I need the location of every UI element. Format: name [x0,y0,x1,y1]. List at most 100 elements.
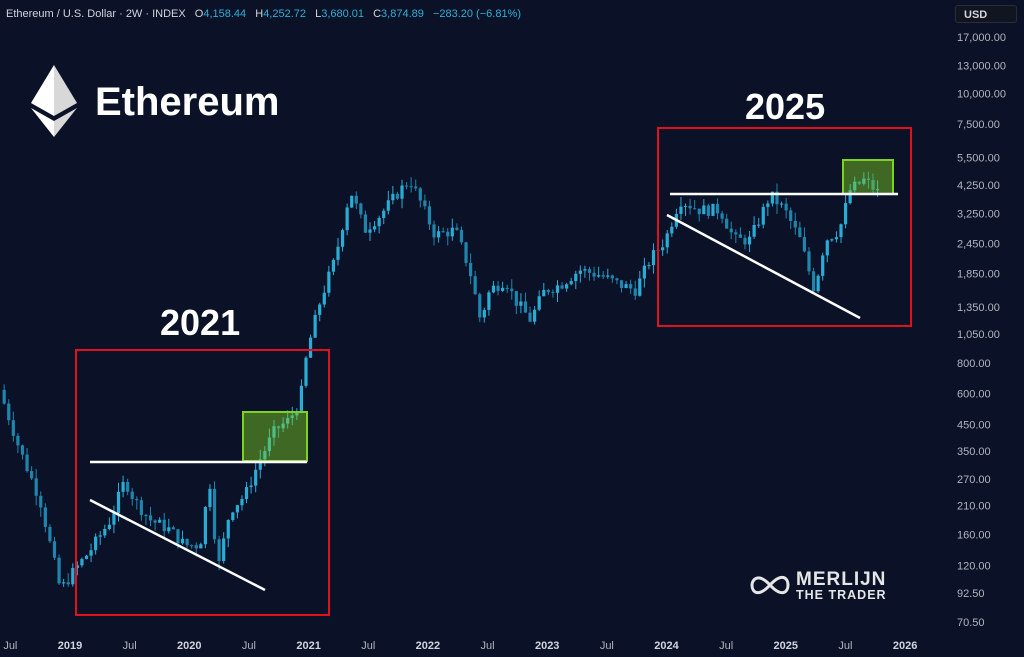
candle-body [176,529,180,544]
y-tick-label: 1,350.00 [957,302,1000,314]
candle-body [478,294,482,318]
candle-body [446,231,450,237]
candle-body [875,189,880,191]
candle-body [194,545,198,549]
x-tick-label: 2025 [774,640,798,652]
candle-body [574,273,578,282]
candle-body [853,181,857,191]
ethereum-logo-icon [31,65,77,137]
candle-body [651,250,656,266]
candle-body [711,203,715,216]
candle-body [537,296,541,310]
candle-body [528,312,532,322]
candle-body [249,485,253,488]
candle-body [514,291,518,306]
candle-body [587,269,592,273]
candle-body [807,251,811,272]
candle-body [235,505,239,513]
y-tick-label: 120.00 [957,560,991,572]
candle-body [112,513,116,525]
candle-body [839,224,843,238]
candle-body [487,292,491,310]
label-2021: 2021 [160,302,241,343]
y-tick-label: 70.50 [957,617,985,629]
candle-body [459,229,464,243]
candle-body [2,389,6,404]
candle-body [821,255,825,276]
candle-body [866,178,871,181]
candle-body [395,193,400,199]
y-tick-label: 1,850.00 [957,268,1000,280]
candle-body [258,459,262,470]
candle-body [802,237,807,252]
candle-body [162,519,166,532]
candle-body [135,498,139,501]
candle-body [66,582,70,585]
y-tick-label: 7,500.00 [957,119,1000,131]
candle-body [830,239,834,241]
candle-body [89,550,93,556]
candle-body [693,208,697,210]
currency-selector[interactable]: USD [955,5,1017,23]
x-tick-label: Jul [481,640,495,652]
candle-body [62,582,66,584]
candle-body [244,487,249,500]
candle-body [747,236,752,245]
candle-body [208,488,212,508]
candle-body [322,292,326,305]
candle-body [354,195,358,204]
candle-body [20,445,25,455]
candle-body [254,469,258,486]
x-tick-label: 2026 [893,640,917,652]
candle-body [126,481,130,492]
candle-body [464,242,468,263]
candle-body [190,545,194,547]
y-tick-label: 350.00 [957,446,991,458]
candle-body [121,481,125,492]
candle-body [94,536,98,551]
candle-body [290,415,294,419]
candle-body [144,514,148,516]
y-tick-label: 450.00 [957,419,991,431]
candle-body [482,309,486,318]
candle-body [679,206,683,214]
candle-body [436,231,441,238]
candle-body [318,304,322,315]
candle-body [158,519,162,523]
close-value: 3,874.89 [381,8,424,20]
candle-body [427,206,432,225]
candle-body [775,191,779,205]
x-tick-label: Jul [3,640,17,652]
candle-body [688,205,692,209]
x-tick-label: Jul [361,640,375,652]
candle-body [267,437,272,452]
candle-body [610,275,614,279]
candle-body [857,181,861,184]
candle-body [432,224,436,238]
candle-body [185,538,189,546]
candle-body [519,301,523,306]
candle-body [816,275,820,292]
candle-body [766,203,770,207]
candle-body [25,454,29,472]
candle-body [597,275,601,277]
candle-body [555,285,560,293]
box-2025 [657,127,912,327]
y-tick-label: 17,000.00 [957,32,1006,44]
x-tick-label: Jul [838,640,852,652]
candle-body [180,538,185,544]
candle-body [862,178,866,184]
candle-body [212,488,217,540]
candle-body [80,558,84,566]
candle-body [510,288,514,292]
candle-body [629,284,633,289]
candle-body [491,285,496,293]
x-tick-label: 2021 [296,640,320,652]
candle-body [263,451,267,460]
candle-body [327,271,331,293]
candle-body [276,426,281,429]
y-tick-label: 160.00 [957,530,991,542]
candle-body [16,435,20,446]
candle-body [638,278,642,296]
